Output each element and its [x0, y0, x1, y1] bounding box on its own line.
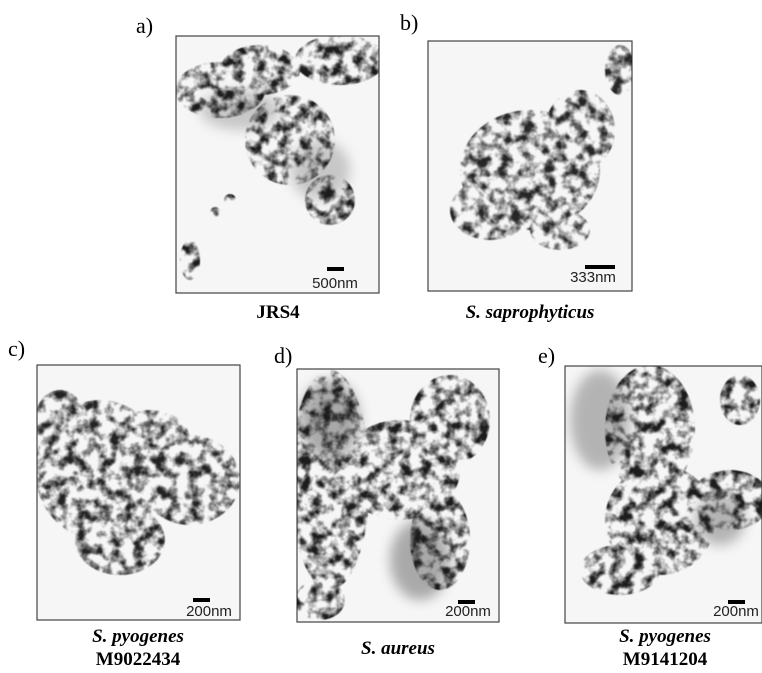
scale-bar	[193, 598, 210, 602]
scale-bar	[327, 267, 344, 271]
figure: a) 500nm JRS4 b) 333nm S. saprop	[0, 0, 762, 673]
caption: S. saprophyticus	[466, 302, 595, 323]
panel-label: d)	[274, 343, 292, 368]
panel-label: e)	[538, 343, 555, 368]
caption: S. pyogenes	[619, 626, 711, 647]
panel-d: d) 200nm S. aureus	[274, 343, 499, 659]
scale-label: 500nm	[312, 275, 358, 292]
scale-label: 333nm	[570, 269, 616, 286]
panel-label: c)	[8, 336, 25, 361]
panel-c: c) 200nm S. pyogenes M9022434	[8, 336, 240, 670]
scale-label: 200nm	[186, 603, 232, 620]
panel-a: a) 500nm JRS4	[136, 13, 385, 323]
caption: M9141204	[623, 649, 708, 670]
panel-label: b)	[400, 10, 418, 35]
panel-e: e) 200nm S. pyogenes M9141204	[538, 343, 762, 670]
caption: JRS4	[256, 302, 300, 323]
caption: S. pyogenes	[92, 626, 184, 647]
caption: M9022434	[96, 649, 181, 670]
scale-label: 200nm	[713, 603, 759, 620]
panel-label: a)	[136, 13, 153, 38]
panel-b: b) 333nm S. saprophyticus	[400, 10, 635, 323]
scale-label: 200nm	[445, 603, 491, 620]
caption: S. aureus	[361, 638, 435, 659]
